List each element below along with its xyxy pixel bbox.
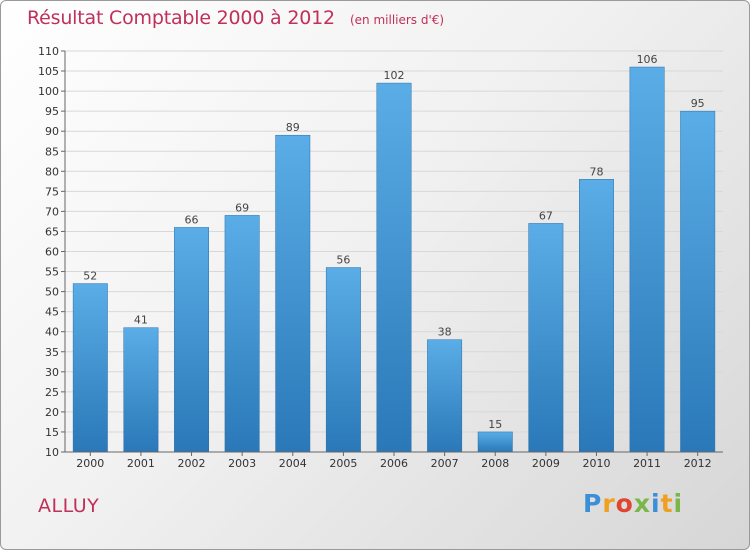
bar-2005[interactable] [325, 267, 361, 453]
y-tick-label: 30 [45, 366, 59, 379]
logo-letter: r [602, 489, 616, 518]
bar-value-label: 38 [438, 326, 452, 339]
bar-value-label: 41 [134, 314, 148, 327]
x-tick-label: 2002 [178, 457, 206, 470]
x-tick-label: 2001 [127, 457, 155, 470]
y-tick-label: 10 [45, 446, 59, 459]
labels: 10 15 20 25 30 35 40 45 50 55 60 65 70 75 80 85 90 95 100 1… [38, 45, 712, 470]
x-tick-label: 2010 [582, 457, 610, 470]
bar-2003[interactable] [224, 215, 260, 453]
logo-letter: o [615, 489, 634, 518]
x-tick-label: 2005 [329, 457, 357, 470]
y-tick-label: 75 [45, 185, 59, 198]
bar-2010[interactable] [579, 179, 614, 453]
logo-letter: i [673, 489, 684, 518]
axes [61, 50, 723, 456]
proxiti-logo[interactable]: Proxiti [583, 489, 683, 518]
x-tick-label: 2012 [684, 457, 712, 470]
chart-title-main: Résultat Comptable 2000 à 2012 [27, 7, 335, 29]
y-tick-label: 80 [45, 165, 59, 178]
y-tick-label: 85 [45, 145, 59, 158]
y-tick-label: 45 [45, 306, 59, 319]
x-tick-label: 2000 [76, 457, 104, 470]
y-tick-label: 65 [45, 225, 59, 238]
bars [72, 66, 716, 453]
x-tick-label: 2003 [228, 457, 256, 470]
bar-value-label: 106 [637, 53, 658, 66]
x-tick-label: 2004 [279, 457, 307, 470]
y-tick-label: 105 [38, 65, 59, 78]
logo-letter: t [660, 489, 674, 518]
logo-letter: P [583, 489, 603, 518]
y-tick-label: 35 [45, 346, 59, 359]
y-tick-label: 15 [45, 426, 59, 439]
bar-value-label: 66 [185, 213, 199, 226]
commune-name: ALLUY [38, 495, 100, 517]
y-tick-label: 20 [45, 406, 59, 419]
bar-2011[interactable] [629, 66, 665, 453]
y-tick-label: 60 [45, 246, 59, 259]
bar-value-label: 52 [83, 270, 97, 283]
chart-subtitle: (en milliers d'€) [349, 13, 445, 27]
bar-value-label: 15 [488, 418, 502, 431]
bar-value-label: 56 [336, 254, 350, 267]
y-tick-label: 95 [45, 105, 59, 118]
logo-letter: x [633, 489, 651, 518]
bar-2007[interactable] [427, 339, 463, 453]
bar-value-label: 69 [235, 201, 249, 214]
y-tick-label: 55 [45, 266, 59, 279]
bar-2012[interactable] [680, 110, 716, 453]
x-tick-label: 2008 [481, 457, 509, 470]
bar-2000[interactable] [72, 283, 108, 453]
y-tick-label: 40 [45, 326, 59, 339]
y-tick-label: 50 [45, 286, 59, 299]
bar-2006[interactable] [376, 82, 412, 453]
bar-value-label: 67 [539, 209, 553, 222]
x-tick-label: 2007 [431, 457, 459, 470]
chart-title: Résultat Comptable 2000 à 2012 (en milli… [27, 7, 444, 29]
y-tick-label: 100 [38, 85, 59, 98]
bar-2001[interactable] [123, 327, 159, 453]
y-tick-label: 70 [45, 205, 59, 218]
x-tick-label: 2011 [633, 457, 661, 470]
bar-2009[interactable] [528, 223, 564, 453]
x-tick-label: 2009 [532, 457, 560, 470]
y-tick-label: 25 [45, 386, 59, 399]
bar-2004[interactable] [275, 134, 311, 453]
bar-2008[interactable] [477, 431, 513, 453]
x-tick-label: 2006 [380, 457, 408, 470]
y-tick-label: 110 [38, 45, 59, 58]
y-tick-label: 90 [45, 125, 59, 138]
bar-value-label: 89 [286, 121, 300, 134]
logo-letter: i [651, 489, 661, 518]
bar-value-label: 78 [589, 165, 603, 178]
bar-2002[interactable] [174, 227, 209, 453]
bar-value-label: 95 [691, 97, 705, 110]
bar-value-label: 102 [384, 69, 405, 82]
